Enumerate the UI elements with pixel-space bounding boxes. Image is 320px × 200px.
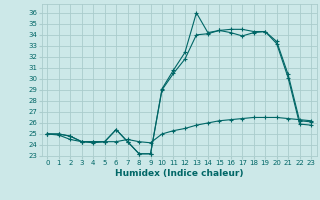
X-axis label: Humidex (Indice chaleur): Humidex (Indice chaleur) (115, 169, 244, 178)
